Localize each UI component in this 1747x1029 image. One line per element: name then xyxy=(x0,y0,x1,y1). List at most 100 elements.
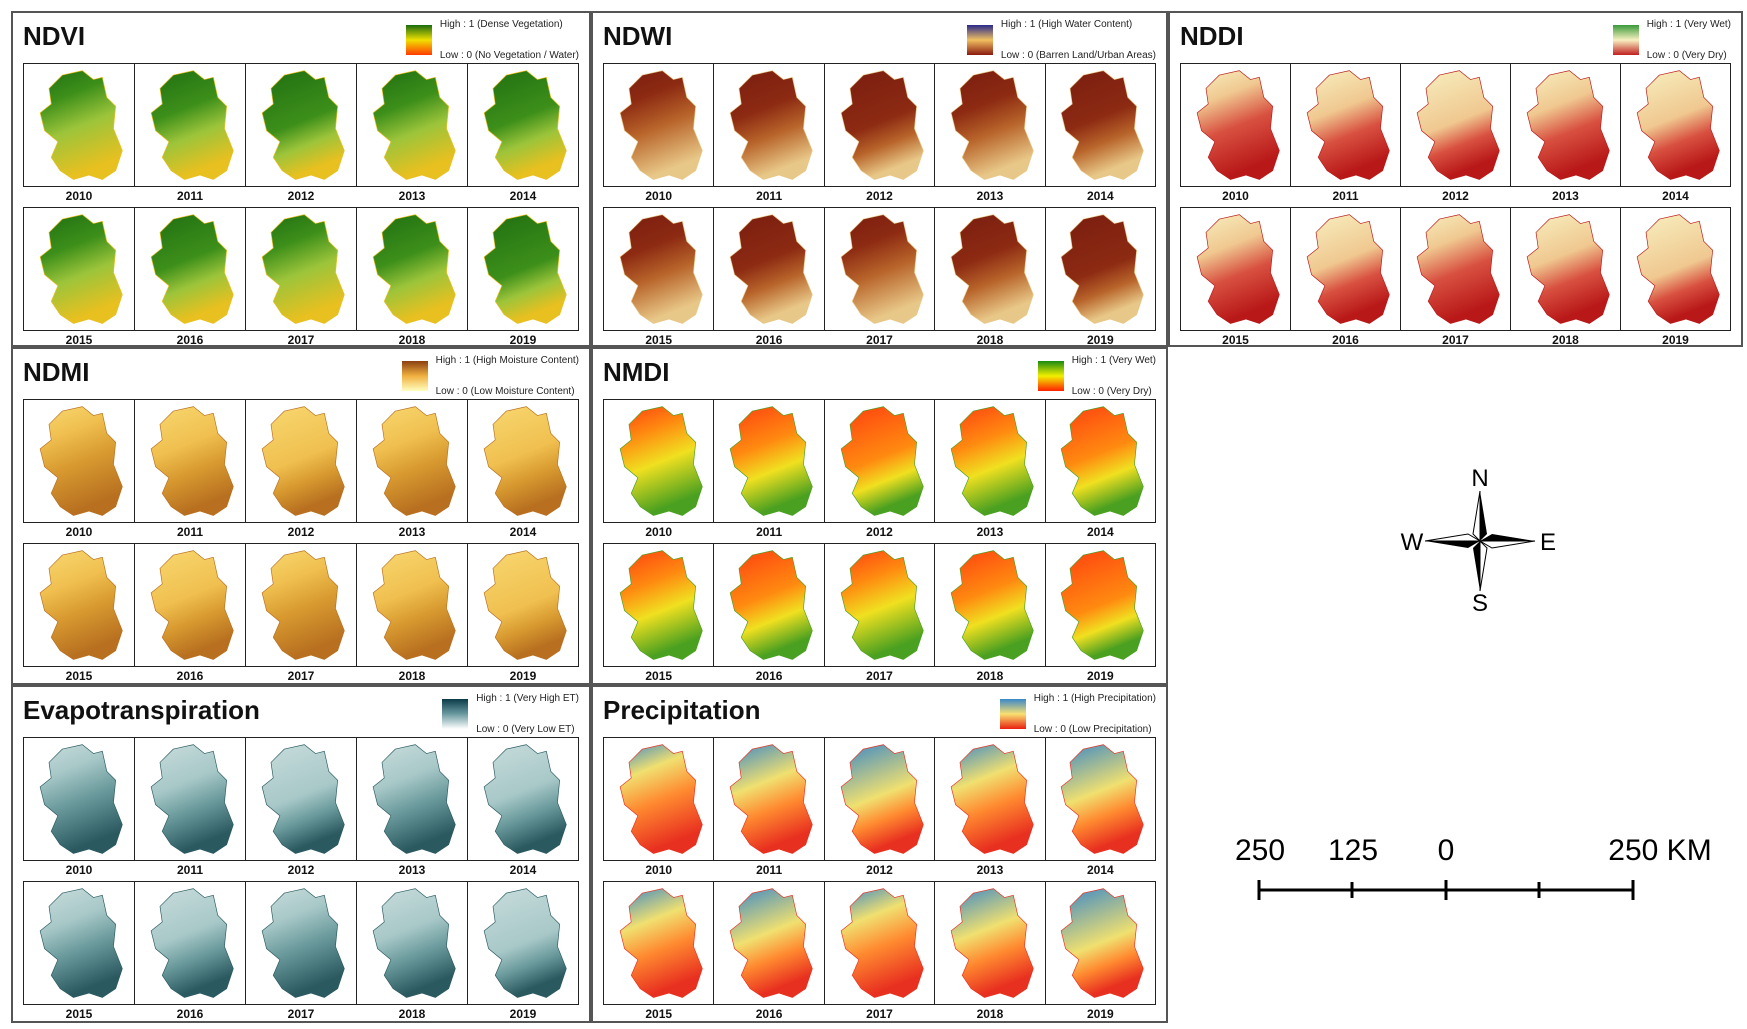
map-cell: 2013 xyxy=(357,738,468,877)
map-cell: 2013 xyxy=(935,738,1046,877)
region-map xyxy=(619,70,703,180)
map-cell: 2012 xyxy=(246,400,357,539)
panel-et: Evapotranspiration High : 1 (Very High E… xyxy=(11,685,591,1023)
region-map xyxy=(1196,70,1280,180)
map-cell: 2010 xyxy=(604,738,715,877)
north-arrow-compass: N S E W xyxy=(1401,466,1556,616)
legend-high: High : 1 (Very Wet) xyxy=(1646,19,1731,30)
map-cell: 2010 xyxy=(24,64,135,203)
map-cell: 2019 xyxy=(1046,544,1155,683)
region-map xyxy=(1061,744,1145,854)
map-cell: 2015 xyxy=(24,544,135,683)
year-label: 2017 xyxy=(866,1007,893,1022)
map-cell: 2018 xyxy=(935,544,1046,683)
map-cell: 2010 xyxy=(604,64,715,203)
legend-high: High : 1 (Very High ET) xyxy=(476,693,579,704)
region-map xyxy=(372,888,456,999)
map-cell: 2016 xyxy=(135,544,246,683)
region-map xyxy=(729,888,813,999)
year-label: 2015 xyxy=(645,669,673,684)
legend-color-ramp xyxy=(999,699,1026,729)
legend-color-ramp xyxy=(442,699,469,729)
region-map xyxy=(1416,70,1500,180)
map-cell: 2017 xyxy=(246,882,357,1021)
year-label: 2010 xyxy=(65,863,93,878)
region-map xyxy=(729,406,813,516)
year-label: 2019 xyxy=(1086,333,1114,348)
map-cell: 2018 xyxy=(357,882,468,1021)
legend-color-ramp xyxy=(401,361,428,391)
region-map xyxy=(261,744,345,854)
year-label: 2013 xyxy=(976,863,1004,878)
map-row: 2010 2011 2012 2013 2014 xyxy=(603,399,1156,539)
region-map xyxy=(39,744,123,854)
scale-label: 0 xyxy=(1438,834,1455,867)
year-label: 2017 xyxy=(287,333,315,348)
region-map xyxy=(372,550,456,661)
region-map xyxy=(150,744,234,854)
year-label: 2018 xyxy=(398,669,426,684)
map-row: 2015 2016 2017 2018 2019 xyxy=(603,543,1156,683)
compass-w: W xyxy=(1401,529,1424,556)
map-cell: 2015 xyxy=(604,208,715,347)
legend-low: Low : 0 (No Vegetation / Water) xyxy=(439,50,579,61)
panel-title: Evapotranspiration xyxy=(23,695,260,725)
region-map xyxy=(950,888,1034,999)
legend-high: High : 1 (Dense Vegetation) xyxy=(439,19,563,30)
region-map xyxy=(1526,70,1610,180)
region-map xyxy=(840,214,924,325)
year-label: 2014 xyxy=(1662,189,1689,204)
region-map xyxy=(1061,70,1145,180)
map-row: 2010 2011 2012 2013 2014 xyxy=(1180,63,1731,203)
map-cell: 2016 xyxy=(714,208,825,347)
map-row: 2015 2016 2017 2018 2019 xyxy=(23,207,579,347)
map-row: 2015 2016 2017 2018 2019 xyxy=(1180,207,1731,347)
legend: High : 1 (High Precipitation) Low : 0 (Lo… xyxy=(999,693,1156,735)
year-label: 2015 xyxy=(65,1007,93,1022)
region-map xyxy=(619,888,703,999)
region-map xyxy=(729,70,813,180)
region-map xyxy=(840,70,924,180)
map-cell: 2018 xyxy=(935,208,1046,347)
year-label: 2013 xyxy=(398,525,426,540)
region-map xyxy=(1061,550,1145,661)
region-map xyxy=(483,406,567,516)
legend: High : 1 (Very Wet) Low : 0 (Very Dry) xyxy=(1037,355,1156,397)
map-cell: 2017 xyxy=(825,208,936,347)
legend: High : 1 (Very Wet) Low : 0 (Very Dry) xyxy=(1612,19,1731,61)
region-map xyxy=(150,214,234,325)
compass-e: E xyxy=(1540,529,1556,556)
map-cell: 2011 xyxy=(135,400,246,539)
year-label: 2015 xyxy=(65,333,93,348)
year-label: 2011 xyxy=(756,525,783,540)
year-label: 2016 xyxy=(755,669,783,684)
year-label: 2016 xyxy=(176,1007,204,1022)
region-map xyxy=(1526,214,1610,325)
region-map xyxy=(729,744,813,854)
map-cell: 2019 xyxy=(1046,208,1155,347)
year-label: 2015 xyxy=(645,333,673,348)
region-map xyxy=(483,550,567,661)
year-label: 2014 xyxy=(1086,189,1114,204)
year-label: 2018 xyxy=(976,669,1004,684)
region-map xyxy=(619,406,703,516)
region-map xyxy=(372,744,456,854)
map-cell: 2013 xyxy=(357,64,468,203)
year-label: 2011 xyxy=(756,863,783,878)
year-label: 2018 xyxy=(976,1007,1004,1022)
year-label: 2019 xyxy=(509,669,537,684)
region-map xyxy=(840,406,924,516)
year-label: 2019 xyxy=(1662,333,1689,348)
region-map xyxy=(950,406,1034,516)
map-row: 2015 2016 2017 2018 2019 xyxy=(23,543,579,683)
region-map xyxy=(483,888,567,999)
legend-high: High : 1 (High Precipitation) xyxy=(1033,693,1156,704)
region-map xyxy=(261,888,345,999)
region-map xyxy=(39,406,123,516)
region-map xyxy=(261,550,345,661)
scale-label: 125 xyxy=(1328,834,1378,867)
panel-title: NDVI xyxy=(23,21,86,51)
region-map xyxy=(619,214,703,325)
legend-low: Low : 0 (Very Dry) xyxy=(1646,50,1727,61)
year-label: 2012 xyxy=(287,189,315,204)
